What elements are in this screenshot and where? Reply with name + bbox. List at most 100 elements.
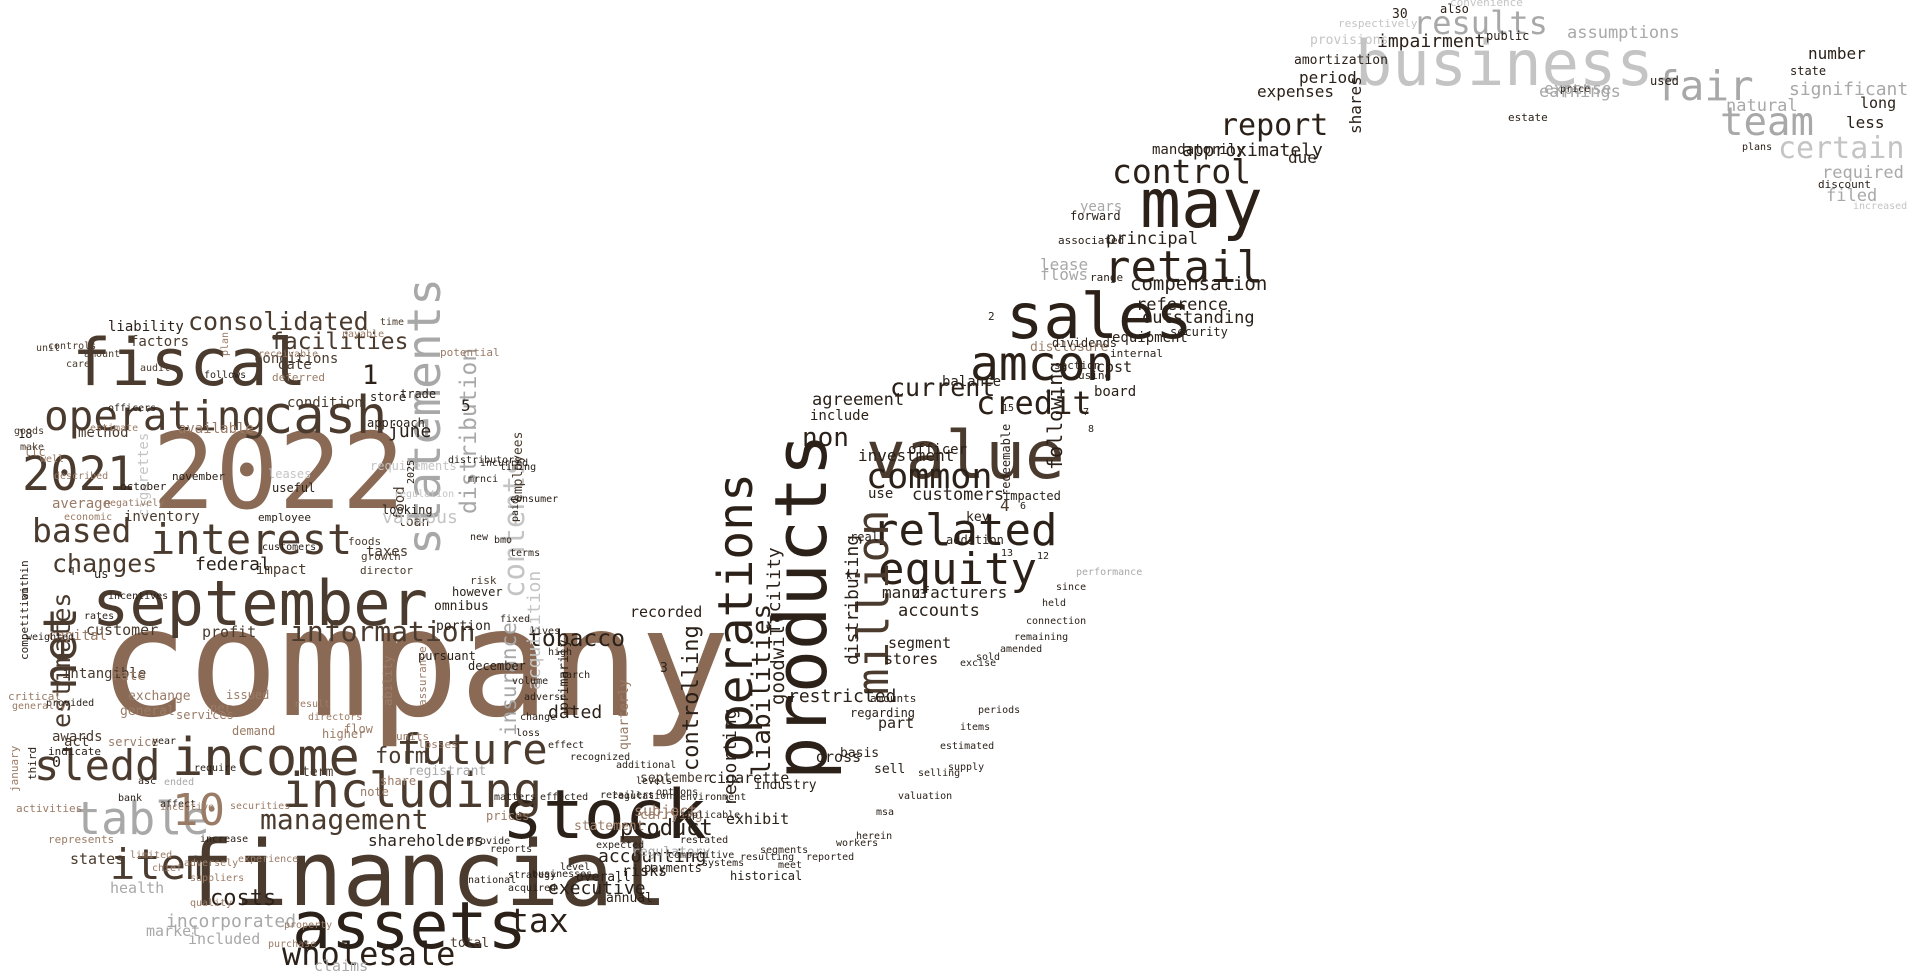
- word-approximately-60: approximately: [1182, 140, 1323, 161]
- word-available-122: available: [178, 421, 254, 437]
- word-credit-43: credit: [976, 384, 1092, 422]
- word-significant-78: significant: [1789, 79, 1908, 100]
- word-10-29: 10: [172, 785, 225, 836]
- word-consolidated-44: consolidated: [188, 307, 369, 336]
- word-time-237: time: [380, 317, 404, 328]
- word-included-137: included: [188, 930, 260, 948]
- word-insurance-75: insurance: [497, 622, 521, 736]
- word-effected-316: effected: [540, 792, 588, 803]
- word-range-177: range: [1090, 271, 1123, 284]
- word-total-139: total: [450, 936, 489, 951]
- word-12-207: 12: [1037, 551, 1049, 562]
- word-fiscal-9: fiscal: [72, 326, 307, 401]
- word-useful-288: useful: [272, 481, 315, 495]
- word-purchase-268: purchase: [268, 939, 316, 950]
- word-segments-340: segments: [760, 845, 808, 856]
- word-amortization-181: amortization: [1294, 53, 1388, 68]
- word-million-24: million: [848, 510, 899, 695]
- word-increased-192: increased: [1853, 201, 1907, 212]
- word-reporting-70: reporting: [720, 708, 741, 806]
- word-portion-295: portion: [436, 619, 491, 634]
- word-amcon-18: amcon: [970, 336, 1115, 392]
- word-november-215: november: [172, 470, 225, 483]
- word-loan-142: loan: [398, 515, 429, 530]
- word-increase-263: increase: [200, 834, 248, 845]
- word-financial-2: financial: [180, 822, 668, 927]
- word-expense-81: expense: [1544, 79, 1611, 98]
- word-associated-179: associated: [1058, 234, 1124, 247]
- word-condition-119: condition: [287, 395, 363, 411]
- word-following-73: following: [1043, 362, 1067, 470]
- word-results-40: results: [1413, 4, 1548, 42]
- word-23-211: 23: [912, 587, 926, 601]
- word-also-184: also: [1440, 2, 1469, 16]
- word-cigarettes-144: cigarettes: [136, 433, 152, 517]
- word-prices-285: prices: [486, 809, 529, 823]
- word-described-252: described: [54, 471, 108, 482]
- word-discount-191: discount: [1818, 178, 1871, 191]
- word-property-269: property: [284, 920, 332, 931]
- word-reports-319: reports: [490, 844, 532, 855]
- word-timing-303: timing: [500, 462, 536, 473]
- word-15-209: 15: [1002, 403, 1014, 414]
- word-matters-315: matters: [494, 792, 536, 803]
- word-critical-279: critical: [8, 690, 61, 703]
- word-awards-133: awards: [52, 729, 103, 745]
- word-company-0: company: [98, 577, 730, 751]
- word-costs-57: costs: [210, 886, 276, 911]
- word-reference-96: reference: [1136, 295, 1228, 315]
- word-facilities-51: facilities: [270, 329, 408, 355]
- word-sold-353: sold: [976, 652, 1000, 663]
- word-registrant-140: registrant: [408, 764, 486, 779]
- word-product-58: product: [620, 816, 713, 841]
- word-common-31: common: [866, 457, 992, 497]
- word-operations-12: operations: [708, 473, 764, 762]
- word-segment-107: segment: [888, 634, 951, 652]
- word-estimated-349: estimated: [940, 741, 994, 752]
- word-september-153: september: [640, 771, 711, 786]
- word-lives-310: lives: [530, 626, 560, 637]
- word-represents-277: represents: [48, 833, 114, 846]
- word-risks-115: risks: [622, 862, 667, 880]
- word-demand-220: demand: [232, 724, 275, 738]
- word-key-168: key: [966, 510, 990, 525]
- word-environment-334: environment: [680, 792, 746, 803]
- word-units-228: units: [396, 730, 429, 743]
- word-paid-305: paid: [510, 498, 521, 522]
- word-retail-19: retail: [1104, 242, 1263, 293]
- word-2021-25: 2021: [22, 447, 135, 502]
- word-valuation-346: valuation: [898, 791, 952, 802]
- word-share-226: share: [380, 774, 416, 788]
- word-directors-223: directors: [308, 712, 362, 723]
- word-factors-117: factors: [130, 334, 189, 350]
- word-activities-278: activities: [16, 802, 82, 815]
- word-assets-10: assets: [292, 889, 527, 964]
- word-required-83: required: [1822, 163, 1904, 183]
- word-natural-82: natural: [1726, 96, 1798, 116]
- word-regulations-330: regulations: [612, 791, 678, 802]
- word-strategy-320: strategy: [508, 870, 556, 881]
- word-director-232: director: [360, 564, 413, 577]
- word-food-129: food: [392, 486, 408, 520]
- word-fixed-309: fixed: [500, 614, 530, 625]
- word-assurance-230: assurance: [416, 646, 429, 706]
- word-provided-258: provided: [46, 698, 94, 709]
- word-liabilities-54: liabilities: [747, 604, 777, 776]
- word-applicable-335: applicable: [680, 810, 740, 821]
- word-however-297: however: [452, 585, 503, 599]
- word-pursuant-298: pursuant: [418, 649, 476, 663]
- word-june-195: june: [388, 421, 431, 442]
- word-part-108: part: [878, 714, 914, 732]
- word-customers-218: customers: [262, 542, 316, 553]
- word-outstanding-97: outstanding: [1142, 308, 1255, 328]
- word-addition-167: addition: [946, 533, 1004, 547]
- word-exchange-146: exchange: [128, 689, 191, 704]
- word-asc-274: asc: [138, 776, 156, 787]
- word-high-311: high: [548, 647, 572, 658]
- word-certain-42: certain: [1778, 131, 1904, 166]
- word-capital-131: capital: [48, 628, 107, 644]
- word-loss-326: loss: [516, 728, 540, 739]
- word-year-259: year: [152, 736, 176, 747]
- word-regarding-165: regarding: [850, 706, 915, 720]
- word-impairment-77: impairment: [1377, 31, 1485, 52]
